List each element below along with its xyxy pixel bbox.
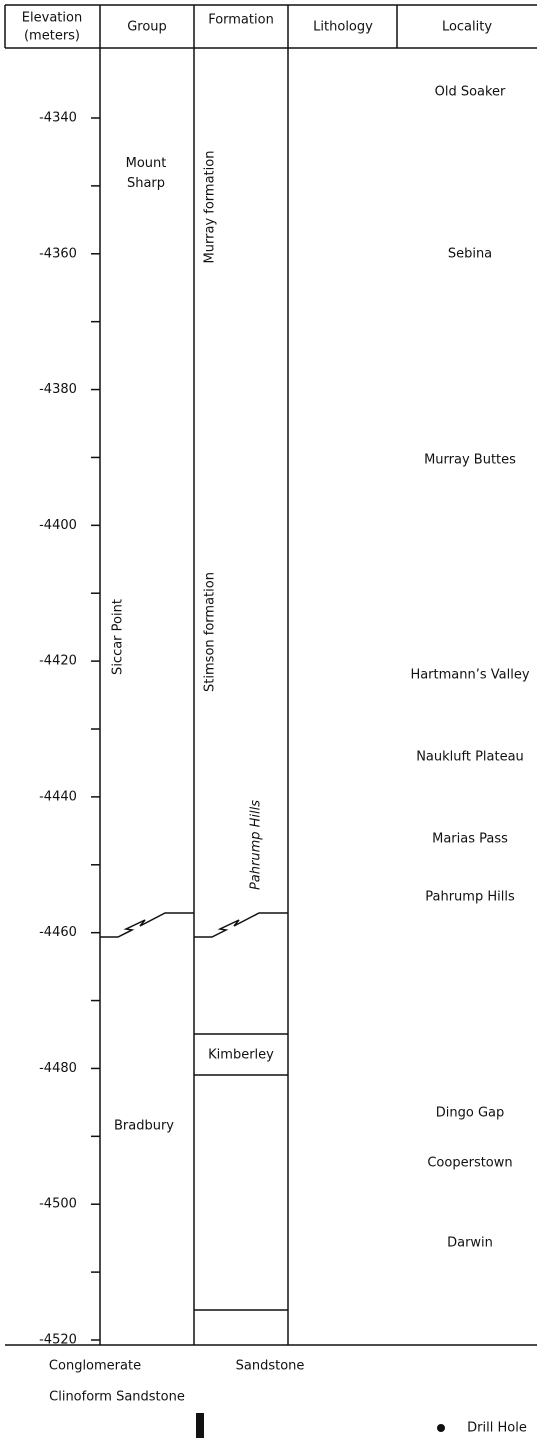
locality-label: Pahrump Hills [425,890,515,905]
header-label: Lithology [313,20,373,35]
elevation-label: -4440 [39,789,77,804]
formation-label: Stimson formation [203,572,218,692]
locality-label: Marias Pass [432,832,508,847]
legend-label: Conglomerate [49,1359,141,1374]
locality-label: Cooperstown [427,1156,512,1171]
header-label: Formation [208,13,274,28]
elevation-label: -4400 [39,518,77,533]
elevation-label: -4460 [39,925,77,940]
group-label: Mount Sharp [126,156,167,191]
group-label: Siccar Point [111,599,126,675]
frame [4,4,537,1438]
elevation-label: -4380 [39,382,77,397]
locality-label: Dingo Gap [436,1106,505,1121]
legend-label: Sandstone [236,1359,305,1374]
elevation-label: -4360 [39,246,77,261]
elevation-label: -4420 [39,654,77,669]
elevation-label: -4500 [39,1197,77,1212]
formation-label: Murray formation [203,151,218,264]
group-label: Bradbury [114,1119,174,1134]
elevation-label: -4340 [39,111,77,126]
locality-label: Sebina [448,247,492,262]
locality-label: Darwin [447,1236,493,1251]
locality-label: Murray Buttes [424,453,516,468]
legend-label: Drill Hole [467,1421,527,1436]
header-unit: (meters) [24,29,80,44]
locality-label: Hartmann’s Valley [410,668,529,683]
header-label: Group [127,20,167,35]
header-label: Locality [442,20,492,35]
legend-label: Clinoform Sandstone [49,1390,185,1405]
formation-label: Pahrump Hills [249,800,264,890]
locality-label: Old Soaker [435,85,506,100]
header-label: Elevation [22,11,82,26]
elevation-label: -4480 [39,1061,77,1076]
locality-label: Naukluft Plateau [416,750,524,765]
formation-label: Kimberley [208,1048,274,1063]
elevation-label: -4520 [39,1333,77,1348]
